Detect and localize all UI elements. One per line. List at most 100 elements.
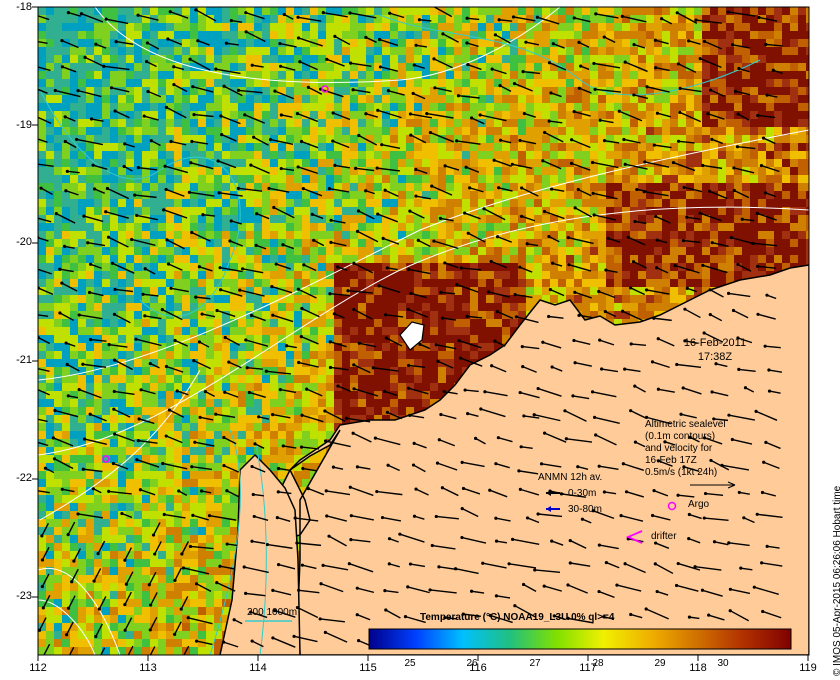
sst-cell — [238, 391, 247, 400]
sst-cell — [134, 63, 143, 72]
sst-cell — [398, 287, 407, 296]
sst-cell — [766, 63, 775, 72]
sst-cell — [646, 7, 655, 16]
sst-cell — [150, 191, 159, 200]
sst-cell — [86, 407, 95, 416]
sst-cell — [502, 71, 511, 80]
sst-cell — [134, 375, 143, 384]
sst-cell — [518, 167, 527, 176]
sst-cell — [230, 7, 239, 16]
sst-cell — [414, 399, 423, 408]
sst-cell — [638, 255, 647, 264]
sst-cell — [438, 95, 447, 104]
sst-cell — [694, 159, 703, 168]
sst-cell — [438, 199, 447, 208]
sst-cell — [558, 255, 567, 264]
sst-cell — [662, 95, 671, 104]
sst-cell — [46, 71, 55, 80]
sst-cell — [326, 247, 335, 256]
sst-cell — [446, 231, 455, 240]
sst-cell — [302, 295, 311, 304]
sst-cell — [422, 215, 431, 224]
sst-cell — [190, 119, 199, 128]
sst-cell — [686, 23, 695, 32]
sst-cell — [198, 415, 207, 424]
sst-cell — [414, 151, 423, 160]
sst-cell — [670, 199, 679, 208]
sst-cell — [62, 303, 71, 312]
sst-cell — [286, 199, 295, 208]
sst-cell — [366, 95, 375, 104]
sst-cell — [262, 295, 271, 304]
sst-cell — [78, 207, 87, 216]
sst-cell — [294, 119, 303, 128]
sst-cell — [150, 383, 159, 392]
sst-cell — [590, 95, 599, 104]
sst-cell — [622, 295, 631, 304]
sst-cell — [310, 311, 319, 320]
sst-cell — [446, 271, 455, 280]
sst-cell — [454, 319, 463, 328]
sst-cell — [582, 287, 591, 296]
sst-cell — [174, 111, 183, 120]
sst-cell — [70, 15, 79, 24]
sst-cell — [286, 159, 295, 168]
sst-cell — [350, 23, 359, 32]
sst-cell — [326, 199, 335, 208]
sst-cell — [342, 367, 351, 376]
sst-cell — [806, 87, 809, 96]
sst-cell — [326, 311, 335, 320]
sst-cell — [606, 255, 615, 264]
sst-cell — [174, 71, 183, 80]
sst-cell — [414, 71, 423, 80]
sst-cell — [342, 79, 351, 88]
sst-cell — [278, 95, 287, 104]
sst-cell — [254, 359, 263, 368]
sst-cell — [286, 247, 295, 256]
sst-cell — [574, 295, 583, 304]
sst-cell — [62, 111, 71, 120]
sst-cell — [502, 199, 511, 208]
sst-cell — [662, 151, 671, 160]
sst-cell — [174, 391, 183, 400]
sst-cell — [86, 31, 95, 40]
sst-cell — [582, 15, 591, 24]
sst-cell — [758, 223, 767, 232]
sst-cell — [38, 279, 47, 288]
sst-cell — [102, 383, 111, 392]
sst-cell — [646, 55, 655, 64]
sst-cell — [118, 159, 127, 168]
sst-cell — [574, 71, 583, 80]
sst-cell — [190, 359, 199, 368]
sst-cell — [110, 15, 119, 24]
sst-cell — [510, 63, 519, 72]
sst-cell — [734, 175, 743, 184]
sst-cell — [142, 183, 151, 192]
sst-cell — [214, 383, 223, 392]
sst-cell — [38, 391, 47, 400]
sst-cell — [430, 119, 439, 128]
sst-cell — [510, 279, 519, 288]
sst-cell — [198, 95, 207, 104]
sst-cell — [310, 87, 319, 96]
sst-cell — [126, 143, 135, 152]
sst-cell — [462, 199, 471, 208]
sst-cell — [510, 319, 519, 328]
sst-cell — [70, 143, 79, 152]
sst-cell — [102, 135, 111, 144]
sst-cell — [294, 247, 303, 256]
sst-cell — [702, 215, 711, 224]
sst-cell — [694, 31, 703, 40]
sst-cell — [486, 223, 495, 232]
sst-cell — [190, 167, 199, 176]
sst-cell — [422, 207, 431, 216]
sst-cell — [654, 39, 663, 48]
sst-cell — [286, 415, 295, 424]
sst-cell — [142, 159, 151, 168]
sst-cell — [270, 191, 279, 200]
sst-cell — [86, 63, 95, 72]
sst-cell — [670, 79, 679, 88]
sst-cell — [150, 319, 159, 328]
sst-cell — [638, 287, 647, 296]
sst-cell — [542, 143, 551, 152]
